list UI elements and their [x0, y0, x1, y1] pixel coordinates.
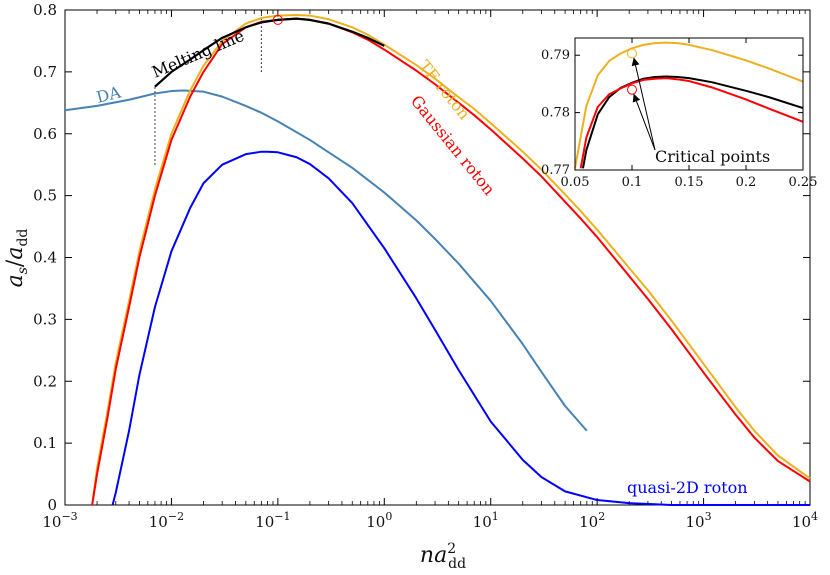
critical-point-marker [272, 14, 283, 25]
y-tick-label: 0.5 [33, 187, 57, 205]
x-tick-label: 102 [579, 510, 605, 531]
y-tick-label: 0.4 [33, 249, 57, 267]
series-label-da: DA [94, 82, 123, 106]
inset-frame [574, 37, 804, 171]
inset-series-tf-line [574, 41, 804, 169]
y-tick-label: 0.8 [33, 1, 57, 19]
inset-critical-point-gaussian [627, 84, 637, 95]
inset-x-tick-label: 0.1 [622, 175, 643, 190]
series-da-line [64, 89, 588, 432]
x-tick-label: 101 [473, 510, 499, 531]
inset-background [575, 38, 803, 170]
series-quasi2d-line [111, 150, 810, 506]
x-tick-label: 104 [792, 510, 818, 531]
y-axis-label: as/add [3, 229, 31, 288]
series-label-melting: Melting line [149, 26, 247, 82]
x-tick-label: 103 [686, 510, 712, 531]
y-tick-label: 0 [47, 496, 57, 514]
inset-arrow [631, 57, 656, 151]
y-tick-label: 0.2 [33, 372, 57, 390]
y-tick-label: 0.7 [33, 63, 57, 81]
inset-series-gaussian-line [579, 77, 804, 169]
inset-arrow [632, 93, 656, 151]
inset-x-tick-label: 0.05 [561, 175, 590, 190]
series-melting-line [154, 17, 385, 88]
inset-x-tick-label: 0.2 [736, 175, 757, 190]
x-tick-label: 10−2 [149, 510, 184, 531]
x-tick-label: 10−1 [255, 510, 290, 531]
inset-y-tick-label: 0.78 [541, 106, 570, 121]
x-axis-label: na2 dd [420, 541, 466, 572]
series-label-quasi2d: quasi-2D roton [627, 478, 748, 497]
inset-x-tick-label: 0.15 [675, 175, 704, 190]
x-tick-label: 100 [366, 510, 392, 531]
inset-annotation: Critical points [655, 147, 770, 166]
inset-y-tick-label: 0.77 [541, 163, 570, 178]
series-tf-line [91, 13, 811, 506]
inset-y-tick-label: 0.79 [541, 48, 570, 63]
inset-series-melting-line [581, 75, 804, 169]
y-tick-label: 0.6 [33, 125, 57, 143]
x-tick-label: 10−3 [42, 510, 77, 531]
series-gaussian-line [91, 17, 811, 506]
y-tick-label: 0.3 [33, 310, 57, 328]
y-tick-label: 0.1 [33, 434, 57, 452]
inset-x-tick-label: 0.25 [789, 175, 818, 190]
